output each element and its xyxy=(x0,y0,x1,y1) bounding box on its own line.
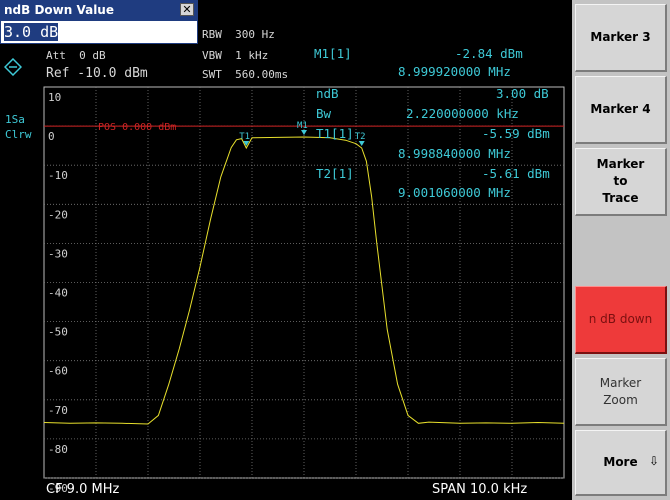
marker-t1-tag: T1 xyxy=(239,132,250,142)
swt-readout: SWT 560.00ms xyxy=(202,68,289,81)
n-db-down-button[interactable]: n dB down xyxy=(575,286,667,354)
dialog-title: ndB Down Value xyxy=(0,0,198,20)
analyzer-screen: RBW 300 Hz VBW 1 kHz SWT 560.00ms Att 0 … xyxy=(0,0,572,500)
marker-4-button[interactable]: Marker 4 xyxy=(575,76,667,144)
more-label: More xyxy=(603,455,638,469)
more-arrow-icon: ⇩ xyxy=(648,454,659,468)
ndb-value-input[interactable]: 3.0 dB xyxy=(0,20,198,44)
ndb-label: ndB xyxy=(316,86,339,101)
softkey-panel: Marker 3 Marker 4 Marker to Trace n dB d… xyxy=(572,0,670,500)
y-tick-label: 0 xyxy=(48,130,55,143)
span-label: SPAN 10.0 kHz xyxy=(432,482,528,497)
m1-label: M1[1] xyxy=(314,46,352,61)
t1-label: T1[1] xyxy=(316,126,354,141)
y-tick-label: -10 xyxy=(48,169,68,182)
y-tick-label: -90 xyxy=(48,482,68,495)
marker-to-trace-button[interactable]: Marker to Trace xyxy=(575,148,667,216)
t1-level: -5.59 dBm xyxy=(482,126,550,141)
t2-level: -5.61 dBm xyxy=(482,166,550,181)
vbw-readout: VBW 1 kHz xyxy=(202,49,269,62)
ndb-value-text: 3.0 dB xyxy=(4,23,59,41)
marker-m1-symbol xyxy=(301,130,307,136)
t2-frequency: 9.001060000 MHz xyxy=(398,185,511,200)
more-button[interactable]: More ⇩ xyxy=(575,430,667,496)
spectrum-chart[interactable]: 10 0 -10 -20 -30 -40 -50 -60 -70 -80 -90 POS 0.000 … xyxy=(0,0,572,500)
t2-label: T2[1] xyxy=(316,166,354,181)
m1-frequency: 8.999920000 MHz xyxy=(398,64,511,79)
bandwidth-value: 2.220000000 kHz xyxy=(406,106,519,121)
marker-t2-symbol xyxy=(358,140,365,146)
spectrum-trace xyxy=(43,136,565,425)
trace-mode-label: Clrw xyxy=(5,128,32,141)
trace-number-label: 1Sa xyxy=(5,113,25,126)
reference-line-label: POS 0.000 dBm xyxy=(98,122,176,133)
sweep-status-icon xyxy=(4,58,22,76)
ndb-value: 3.00 dB xyxy=(496,86,549,101)
y-tick-label: 10 xyxy=(48,91,61,104)
y-tick-label: -30 xyxy=(48,247,68,260)
y-tick-label: -80 xyxy=(48,443,68,456)
marker-t1-symbol xyxy=(243,140,250,146)
marker-3-button[interactable]: Marker 3 xyxy=(575,4,667,72)
y-tick-label: -50 xyxy=(48,326,68,339)
center-frequency-label: CF 9.0 MHz xyxy=(46,482,120,497)
m1-level: -2.84 dBm xyxy=(455,46,523,61)
ref-level-readout: Ref -10.0 dBm xyxy=(46,66,148,81)
t1-frequency: 8.998840000 MHz xyxy=(398,146,511,161)
marker-zoom-button[interactable]: Marker Zoom xyxy=(575,358,667,426)
marker-t2-tag: T2 xyxy=(355,132,366,142)
marker-m1-tag: M1 xyxy=(297,121,308,131)
y-tick-label: -20 xyxy=(48,208,68,221)
close-icon[interactable]: ✕ xyxy=(180,3,194,16)
rbw-readout: RBW 300 Hz xyxy=(202,28,275,41)
y-tick-label: -40 xyxy=(48,287,68,300)
y-tick-label: -70 xyxy=(48,404,68,417)
att-readout: Att 0 dB xyxy=(46,49,106,62)
bandwidth-label: Bw xyxy=(316,106,332,121)
ndb-down-value-dialog[interactable]: ndB Down Value ✕ 3.0 dB xyxy=(0,0,198,44)
y-tick-label: -60 xyxy=(48,365,68,378)
